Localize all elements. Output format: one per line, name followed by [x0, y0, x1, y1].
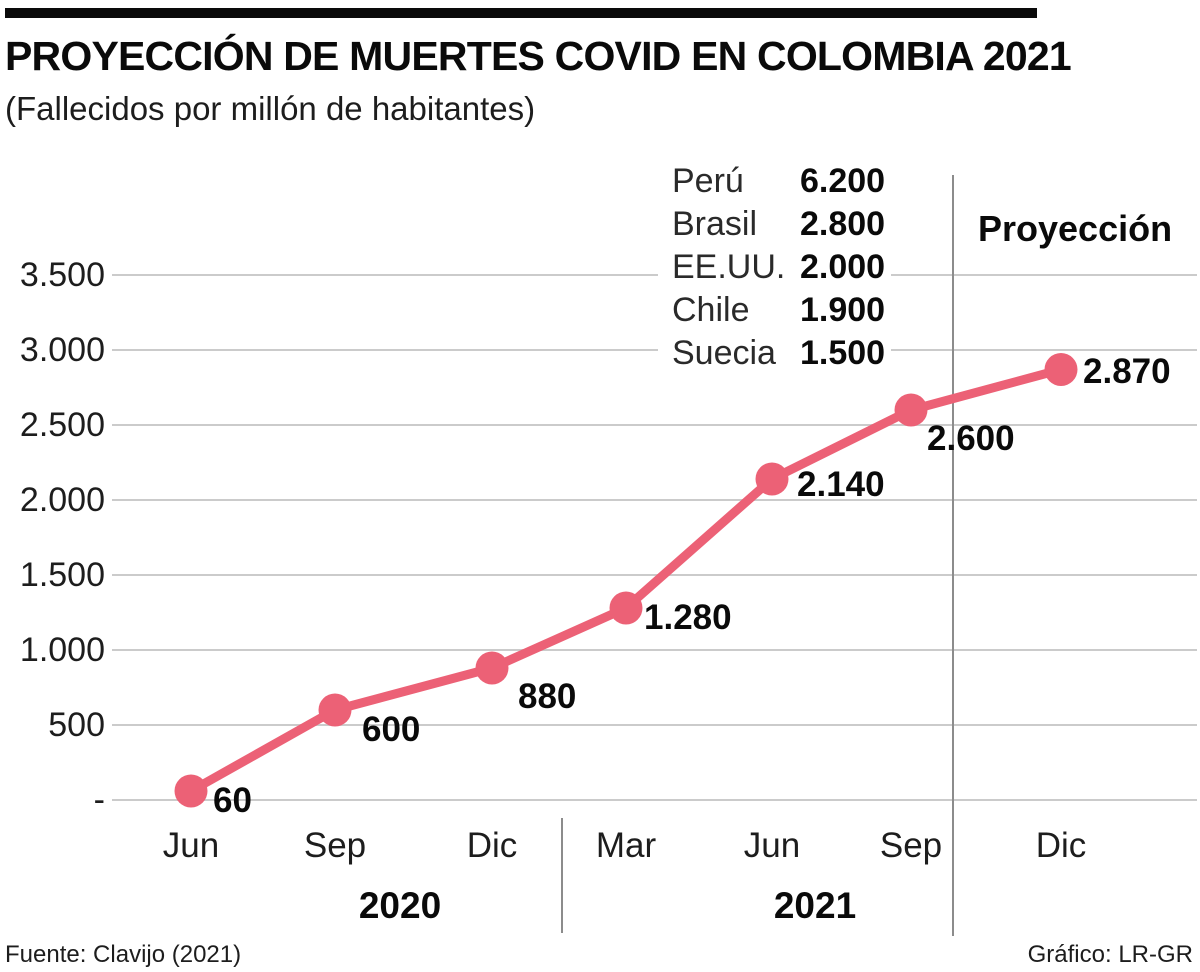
legend-country-name: Brasil: [672, 205, 758, 243]
legend-country-value: 1.500: [800, 334, 886, 372]
legend-row: Chile 1.900: [672, 289, 886, 332]
data-point: [174, 774, 208, 808]
legend-country-name: Chile: [672, 291, 750, 329]
legend-country-name: Perú: [672, 162, 744, 200]
data-point: [475, 651, 509, 685]
legend-country-value: 2.800: [800, 205, 886, 243]
legend-country-value: 1.900: [800, 291, 886, 329]
graphic-credit: Gráfico: LR-GR: [1027, 941, 1193, 968]
data-point: [318, 693, 352, 727]
source-credit: Fuente: Clavijo (2021): [5, 941, 242, 968]
projection-label: Proyección: [978, 208, 1173, 249]
legend-country-name: Suecia: [672, 334, 776, 372]
legend-row: Brasil 2.800: [672, 203, 886, 246]
legend-row: EE.UU. 2.000: [672, 246, 886, 289]
legend-country-value: 6.200: [800, 162, 886, 200]
data-point: [894, 393, 928, 427]
series-line: [186, 365, 1066, 796]
top-accent-bar: [5, 8, 1037, 18]
page-title: PROYECCIÓN DE MUERTES COVID EN COLOMBIA …: [5, 33, 1072, 79]
legend-row: Perú 6.200: [672, 160, 886, 203]
reference-countries-legend: Perú 6.200 Brasil 2.800 EE.UU. 2.000 Chile 1.90…: [658, 160, 892, 375]
data-point: [755, 462, 789, 496]
data-point: [1044, 353, 1078, 386]
page-subtitle: (Fallecidos por millón de habitantes): [5, 90, 536, 127]
data-point: [609, 591, 643, 625]
legend-country-value: 2.000: [800, 248, 886, 286]
legend-country-name: EE.UU.: [672, 248, 786, 286]
legend-row: Suecia 1.500: [672, 332, 886, 375]
